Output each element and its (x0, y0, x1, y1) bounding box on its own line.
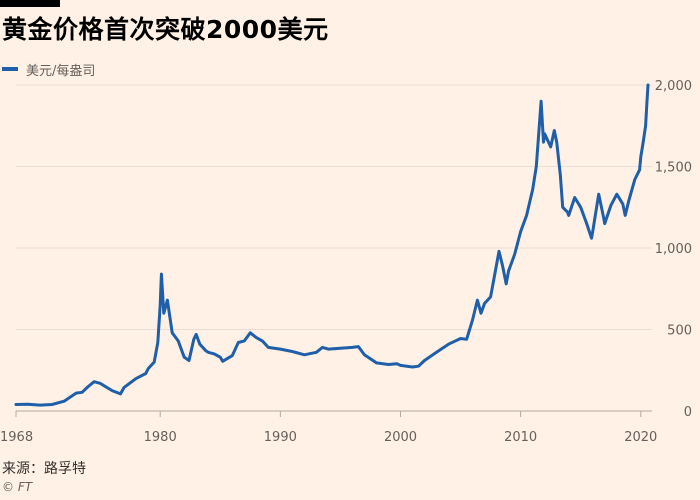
y-tick-label: 0 (684, 405, 692, 420)
x-tick-label: 2000 (384, 430, 417, 445)
legend: 美元/每盎司 (2, 60, 96, 79)
y-tick-label: 500 (667, 324, 692, 339)
y-tick-label: 1,000 (655, 242, 692, 257)
axes (15, 410, 652, 417)
x-tick-label: 1990 (264, 430, 297, 445)
x-tick-label: 1968 (0, 430, 33, 445)
x-tick-label: 1980 (144, 430, 177, 445)
gridlines (16, 84, 652, 330)
tick-labels: 0 500 1,000 1,500 2,000 1968 1980 1990 2000 2010 2… (0, 79, 692, 445)
credit-note: © FT (2, 480, 33, 494)
series-layer (14, 83, 650, 407)
top-accent-bar (0, 0, 60, 7)
legend-label: 美元/每盎司 (26, 63, 96, 79)
chart-title: 黄金价格首次突破2000美元 (2, 15, 329, 44)
y-tick-label: 2,000 (655, 79, 692, 94)
series-line-gold-price (14, 83, 650, 407)
x-tick-label: 2010 (504, 430, 537, 445)
source-note: 来源：路孚特 (2, 461, 86, 477)
y-tick-label: 1,500 (655, 161, 692, 176)
legend-swatch (2, 67, 18, 71)
x-tick-label: 2020 (624, 430, 657, 445)
